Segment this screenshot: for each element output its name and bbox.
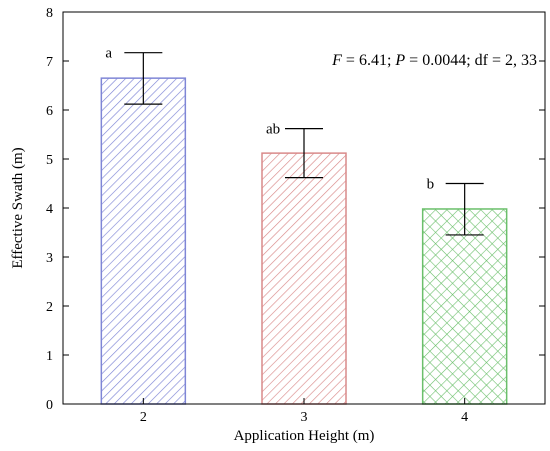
y-tick-label: 6: [46, 104, 53, 119]
y-axis-title: Effective Swath (m): [10, 147, 26, 268]
f-symbol: F: [331, 52, 342, 69]
f-value: = 6.41;: [342, 52, 395, 69]
p-symbol: P: [394, 52, 405, 69]
y-tick-label: 1: [46, 349, 53, 364]
statistics-annotation: F = 6.41; P = 0.0044; df = 2, 33: [331, 52, 537, 69]
bar-4: [421, 208, 508, 405]
y-tick-label: 8: [46, 6, 53, 21]
x-tick-label: 2: [140, 410, 147, 425]
significance-letter-4: b: [427, 177, 435, 193]
x-tick-label: 3: [301, 410, 308, 425]
y-tick-label: 3: [46, 251, 53, 266]
p-value: = 0.0044; df = 2, 33: [405, 52, 537, 69]
y-axis-ticks: 0 1 2 3 4 5 6 7 8: [46, 6, 545, 413]
error-bars-group: [124, 52, 484, 236]
bars-group: [100, 77, 508, 405]
bar-2: [100, 77, 187, 405]
error-bar-2: [124, 52, 163, 105]
significance-letter-3: ab: [266, 122, 280, 138]
y-tick-label: 0: [46, 398, 53, 413]
y-tick-label: 7: [46, 55, 53, 70]
y-tick-label: 2: [46, 300, 53, 315]
y-tick-label: 4: [46, 202, 53, 217]
y-tick-label: 5: [46, 153, 53, 168]
error-bar-4: [445, 182, 484, 236]
bar-3: [261, 152, 347, 405]
x-axis-title: Application Height (m): [234, 428, 375, 444]
significance-letters-group: a ab b: [105, 46, 434, 193]
x-axis-ticks: 2 3 4: [140, 398, 468, 425]
x-tick-label: 4: [461, 410, 468, 425]
error-bar-3: [285, 128, 323, 179]
significance-letter-2: a: [105, 46, 112, 62]
